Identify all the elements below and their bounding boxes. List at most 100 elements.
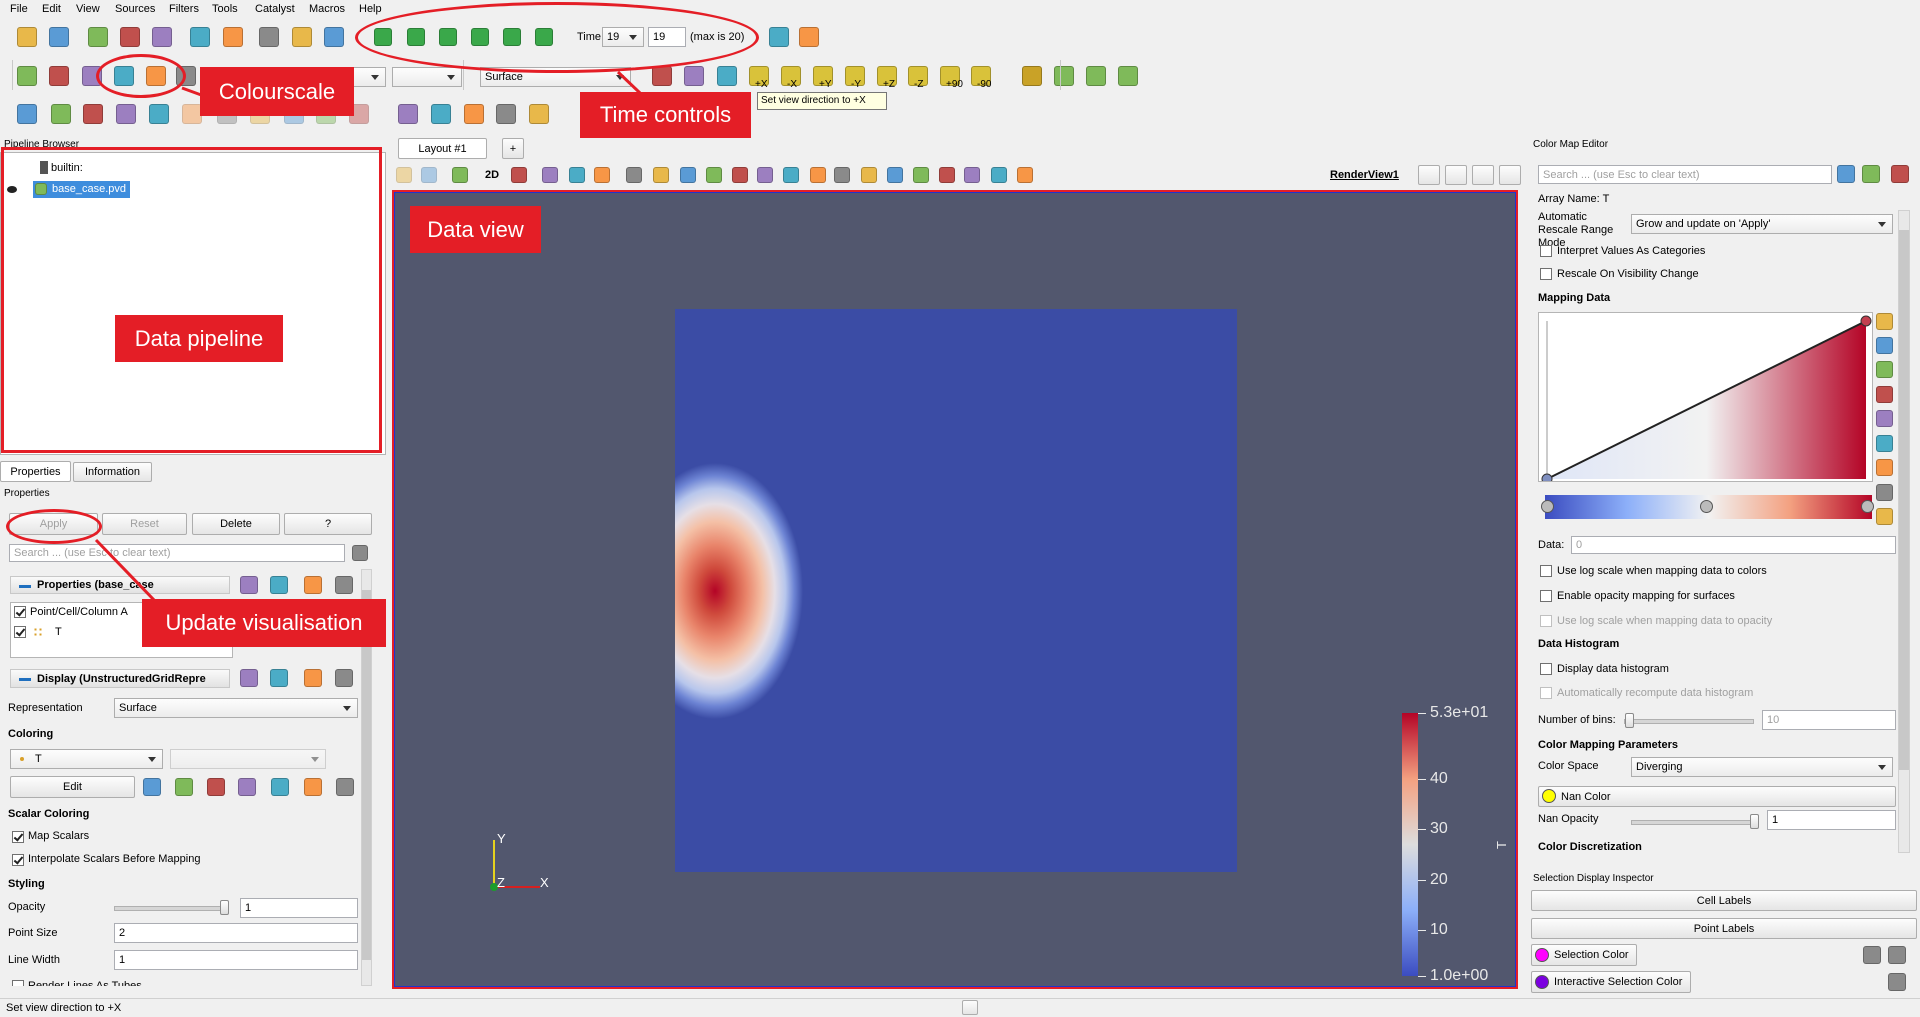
toolbar-icon[interactable] (877, 66, 897, 86)
toolbar-icon[interactable] (913, 167, 929, 183)
color-point[interactable] (1541, 500, 1554, 513)
toolbar-icon[interactable] (396, 167, 412, 183)
toolbar-icon[interactable] (292, 27, 312, 47)
button[interactable]: Selection Color (1531, 944, 1637, 966)
toolbar-icon[interactable] (324, 27, 344, 47)
toolbar-icon[interactable] (964, 167, 980, 183)
color-point[interactable] (1861, 500, 1874, 513)
toolbar-icon[interactable] (783, 167, 799, 183)
button[interactable]: Point Labels (1531, 918, 1917, 939)
toolbar-icon[interactable] (335, 669, 353, 687)
input[interactable]: 10 (1762, 710, 1896, 730)
view-name[interactable]: RenderView1 (1330, 169, 1399, 181)
toolbar-icon[interactable] (336, 778, 354, 796)
toolbar-icon[interactable] (1888, 973, 1906, 991)
menu-item[interactable]: File (10, 3, 28, 15)
toolbar-icon[interactable] (83, 104, 103, 124)
toolbar-icon[interactable] (781, 66, 801, 86)
button[interactable]: ? (284, 513, 372, 535)
checkbox[interactable] (1540, 245, 1552, 257)
toolbar-icon[interactable] (398, 104, 418, 124)
transfer-function-editor[interactable] (1538, 312, 1873, 482)
toolbar-icon[interactable] (834, 167, 850, 183)
toolbar-icon[interactable] (335, 576, 353, 594)
input[interactable]: 1 (240, 898, 358, 918)
toolbar-icon[interactable] (49, 66, 69, 86)
toolbar-icon[interactable] (594, 167, 610, 183)
toolbar-icon[interactable] (421, 167, 437, 183)
toolbar-icon[interactable] (652, 66, 672, 86)
toolbar-icon[interactable] (1863, 946, 1881, 964)
menu-item[interactable]: Help (359, 3, 382, 15)
toolbar-icon[interactable] (680, 167, 696, 183)
button[interactable]: Nan Color (1538, 786, 1896, 807)
toolbar-icon[interactable] (240, 576, 258, 594)
toolbar-icon[interactable] (1875, 507, 1893, 525)
checkbox[interactable] (1540, 268, 1552, 280)
toolbar-icon[interactable] (452, 167, 468, 183)
checkbox[interactable] (12, 831, 24, 843)
empty-combo[interactable] (392, 67, 462, 87)
checkbox[interactable] (1540, 615, 1552, 627)
toolbar-icon[interactable] (1875, 409, 1893, 427)
input[interactable]: 0 (1571, 536, 1896, 554)
toolbar-icon[interactable] (464, 104, 484, 124)
toolbar-icon[interactable] (908, 66, 928, 86)
slider-handle[interactable] (220, 900, 229, 915)
menu-item[interactable]: Edit (42, 3, 61, 15)
checkbox[interactable] (14, 606, 26, 618)
toolbar-icon[interactable] (887, 167, 903, 183)
toolbar-icon[interactable] (1086, 66, 1106, 86)
toolbar-icon[interactable] (49, 27, 69, 47)
input[interactable]: 1 (1767, 810, 1896, 830)
combo[interactable]: T (10, 749, 163, 769)
search-input[interactable]: Search ... (use Esc to clear text) (9, 544, 345, 562)
pipeline-item[interactable]: base_case.pvd (52, 183, 126, 195)
section-header[interactable]: Display (UnstructuredGridRepre (10, 669, 230, 688)
menu-item[interactable]: Macros (309, 3, 346, 15)
toolbar-icon[interactable] (940, 66, 960, 86)
tab[interactable]: Information (73, 462, 152, 482)
color-point[interactable] (1700, 500, 1713, 513)
toolbar-icon[interactable] (1875, 458, 1893, 476)
toolbar-icon[interactable] (190, 27, 210, 47)
tab[interactable]: Properties (0, 461, 71, 482)
layout-tab[interactable]: Layout #1 (398, 138, 487, 159)
slider-handle[interactable] (1625, 713, 1634, 728)
toolbar-icon[interactable] (861, 167, 877, 183)
toolbar-icon[interactable] (143, 778, 161, 796)
toolbar-icon[interactable] (1017, 167, 1033, 183)
menu-item[interactable]: Filters (169, 3, 199, 15)
combo[interactable]: Grow and update on 'Apply' (1631, 214, 1893, 234)
pipeline-item[interactable]: builtin: (51, 162, 83, 174)
toolbar-icon[interactable] (1888, 946, 1906, 964)
toolbar-icon[interactable] (1837, 165, 1855, 183)
toolbar-icon[interactable] (845, 66, 865, 86)
toolbar-icon[interactable] (175, 778, 193, 796)
checkbox[interactable] (1540, 663, 1552, 675)
toolbar-icon[interactable] (626, 167, 642, 183)
checkbox[interactable] (1540, 590, 1552, 602)
toolbar-icon[interactable] (757, 167, 773, 183)
button[interactable]: Edit (10, 776, 135, 798)
toolbar-icon[interactable] (1862, 165, 1880, 183)
button[interactable]: Delete (192, 513, 280, 535)
menu-item[interactable]: Tools (212, 3, 238, 15)
toolbar-icon[interactable] (717, 66, 737, 86)
toolbar-icon[interactable] (1875, 483, 1893, 501)
toolbar-icon[interactable] (1022, 66, 1042, 86)
view-button[interactable] (1472, 165, 1494, 185)
input[interactable]: 1 (114, 950, 358, 970)
toolbar-icon[interactable] (706, 167, 722, 183)
toolbar-icon[interactable] (1875, 434, 1893, 452)
combo[interactable] (170, 749, 326, 769)
toolbar-icon[interactable] (732, 167, 748, 183)
button[interactable]: Cell Labels (1531, 890, 1917, 911)
toolbar-icon[interactable] (939, 167, 955, 183)
toolbar-icon[interactable] (1118, 66, 1138, 86)
toolbar-icon[interactable] (1054, 66, 1074, 86)
toolbar-icon[interactable] (207, 778, 225, 796)
toolbar-icon[interactable] (120, 27, 140, 47)
checkbox[interactable] (1540, 565, 1552, 577)
toolbar-icon[interactable] (1875, 385, 1893, 403)
